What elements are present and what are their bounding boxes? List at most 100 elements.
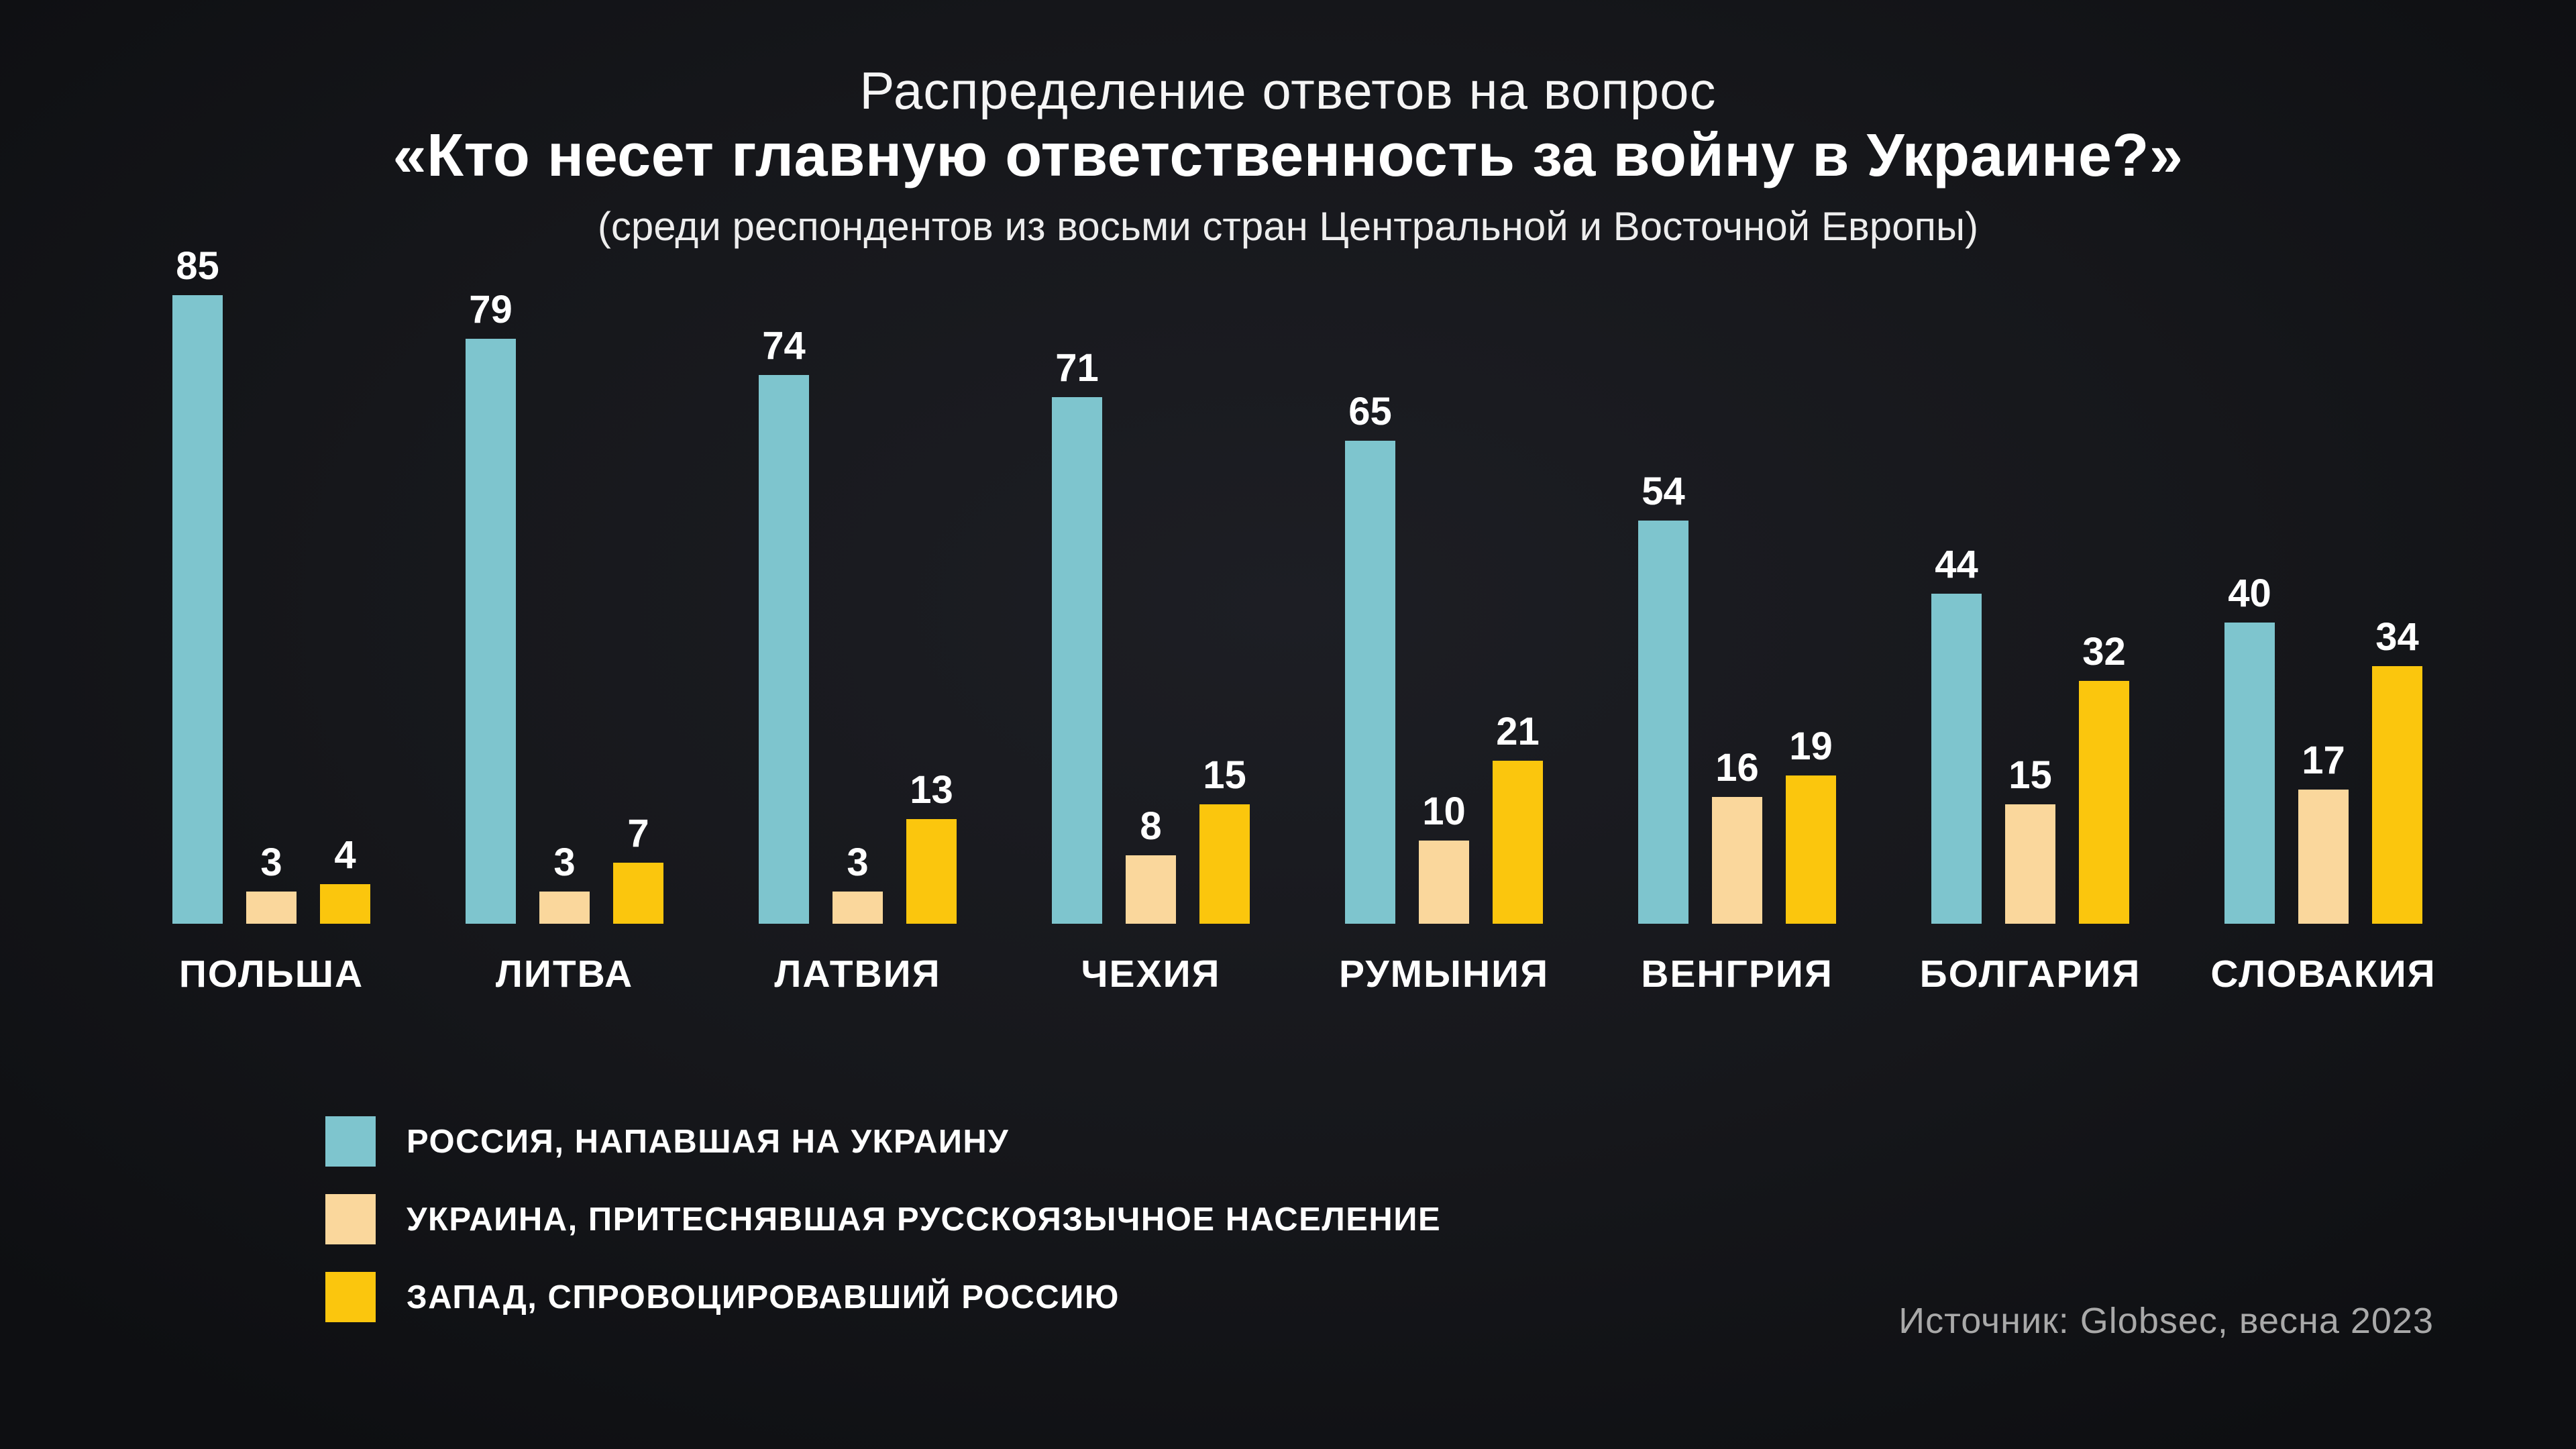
bar — [172, 295, 223, 924]
value-label: 32 — [2082, 630, 2126, 674]
bar — [2372, 666, 2422, 924]
value-label: 40 — [2228, 572, 2271, 615]
chart-title-line1: Распределение ответов на вопрос — [859, 61, 1717, 120]
bar — [1199, 804, 1250, 924]
category-label: БОЛГАРИЯ — [1919, 953, 2141, 996]
value-label: 34 — [2375, 615, 2419, 659]
bar — [1126, 855, 1176, 924]
bar-column: 74 — [759, 327, 809, 924]
category-label: ВЕНГРИЯ — [1641, 953, 1833, 996]
bar — [2005, 804, 2055, 924]
category-label: СЛОВАКИЯ — [2210, 953, 2436, 996]
value-label: 17 — [2302, 739, 2345, 782]
bar — [1712, 797, 1762, 924]
bar — [539, 892, 590, 924]
bar-group: 85 3 4 ПОЛЬША — [172, 247, 370, 996]
bar — [246, 892, 297, 924]
legend-label: УКРАИНА, ПРИТЕСНЯВШАЯ РУССКОЯЗЫЧНОЕ НАСЕ… — [407, 1201, 1442, 1238]
bar-column: 13 — [906, 771, 957, 924]
value-label: 3 — [260, 841, 282, 884]
value-label: 10 — [1422, 790, 1466, 833]
bar-column: 15 — [2005, 756, 2055, 924]
value-label: 54 — [1642, 470, 1685, 513]
bar-column: 40 — [2224, 574, 2275, 924]
bar-column: 65 — [1345, 392, 1395, 924]
bar-column: 3 — [246, 843, 297, 924]
legend-item: РОССИЯ, НАПАВШАЯ НА УКРАИНУ — [325, 1116, 1441, 1167]
bar-group: 65 10 21 РУМЫНИЯ — [1339, 392, 1548, 996]
source-note: Источник: Globsec, весна 2023 — [1898, 1301, 2434, 1341]
bar-column: 16 — [1712, 749, 1762, 924]
bar-column: 19 — [1786, 727, 1836, 924]
bar-group: 40 17 34 СЛОВАКИЯ — [2210, 574, 2434, 996]
bar — [613, 863, 663, 924]
bar-group: 71 8 15 ЧЕХИЯ — [1052, 346, 1250, 996]
bar — [906, 819, 957, 924]
legend-label: ЗАПАД, СПРОВОЦИРОВАВШИЙ РОССИЮ — [407, 1279, 1120, 1316]
value-label: 13 — [910, 768, 953, 812]
value-label: 8 — [1140, 804, 1162, 848]
value-label: 4 — [334, 833, 356, 877]
bar-column: 34 — [2372, 618, 2422, 924]
bar-column: 8 — [1126, 807, 1176, 924]
chart-legend: РОССИЯ, НАПАВШАЯ НА УКРАИНУ УКРАИНА, ПРИТ… — [325, 1116, 1441, 1322]
bar — [833, 892, 883, 924]
value-label: 71 — [1055, 346, 1099, 390]
value-label: 19 — [1789, 724, 1833, 768]
bar — [1931, 594, 1982, 924]
bar-group: 54 16 19 ВЕНГРИЯ — [1638, 472, 1836, 996]
value-label: 44 — [1935, 543, 1978, 586]
bar-column: 15 — [1199, 756, 1250, 924]
chart-title-line2: «Кто несет главную ответственность за во… — [392, 122, 2184, 190]
bar — [1345, 441, 1395, 924]
chart-subtitle: (среди респондентов из восьми стран Цент… — [597, 203, 1979, 249]
bar-group: 79 3 7 ЛИТВА — [466, 290, 663, 996]
category-label: РУМЫНИЯ — [1338, 953, 1550, 996]
bar — [2224, 623, 2275, 924]
category-label: ПОЛЬША — [178, 953, 364, 996]
bar-column: 44 — [1931, 545, 1982, 924]
legend-swatch — [325, 1272, 376, 1322]
bar — [1493, 761, 1543, 924]
bar — [1052, 397, 1102, 924]
bar-column: 17 — [2298, 741, 2349, 924]
value-label: 74 — [762, 324, 806, 368]
bar-column: 85 — [172, 247, 223, 924]
bar — [2079, 681, 2129, 924]
bar-column: 3 — [833, 843, 883, 924]
value-label: 3 — [553, 841, 576, 884]
category-label: ЛИТВА — [495, 953, 634, 996]
legend-item: ЗАПАД, СПРОВОЦИРОВАВШИЙ РОССИЮ — [325, 1272, 1441, 1322]
value-label: 3 — [847, 841, 869, 884]
value-label: 65 — [1348, 390, 1392, 433]
bar-column: 10 — [1419, 792, 1469, 924]
value-label: 85 — [176, 244, 219, 288]
value-label: 21 — [1496, 710, 1540, 753]
bar — [759, 375, 809, 924]
value-label: 15 — [2008, 753, 2052, 797]
bar-column: 21 — [1493, 712, 1543, 924]
legend-swatch — [325, 1194, 376, 1244]
legend-item: УКРАИНА, ПРИТЕСНЯВШАЯ РУССКОЯЗЫЧНОЕ НАСЕ… — [325, 1194, 1441, 1244]
chart-header: Распределение ответов на вопрос «Кто нес… — [0, 61, 2576, 252]
bar-column: 3 — [539, 843, 590, 924]
category-label: ЛАТВИЯ — [774, 953, 941, 996]
value-label: 16 — [1715, 746, 1759, 790]
bar — [1419, 841, 1469, 924]
bar-group: 44 15 32 БОЛГАРИЯ — [1920, 545, 2140, 996]
bar — [320, 884, 370, 924]
bar — [1786, 775, 1836, 924]
bar-column: 54 — [1638, 472, 1688, 924]
bar-group: 74 3 13 ЛАТВИЯ — [759, 327, 957, 996]
value-label: 79 — [469, 288, 513, 331]
bar — [2298, 790, 2349, 924]
value-label: 7 — [627, 812, 649, 855]
category-label: ЧЕХИЯ — [1081, 953, 1221, 996]
bar — [466, 339, 516, 924]
bar-column: 7 — [613, 814, 663, 924]
bar-column: 79 — [466, 290, 516, 924]
value-label: 15 — [1203, 753, 1246, 797]
legend-swatch — [325, 1116, 376, 1167]
